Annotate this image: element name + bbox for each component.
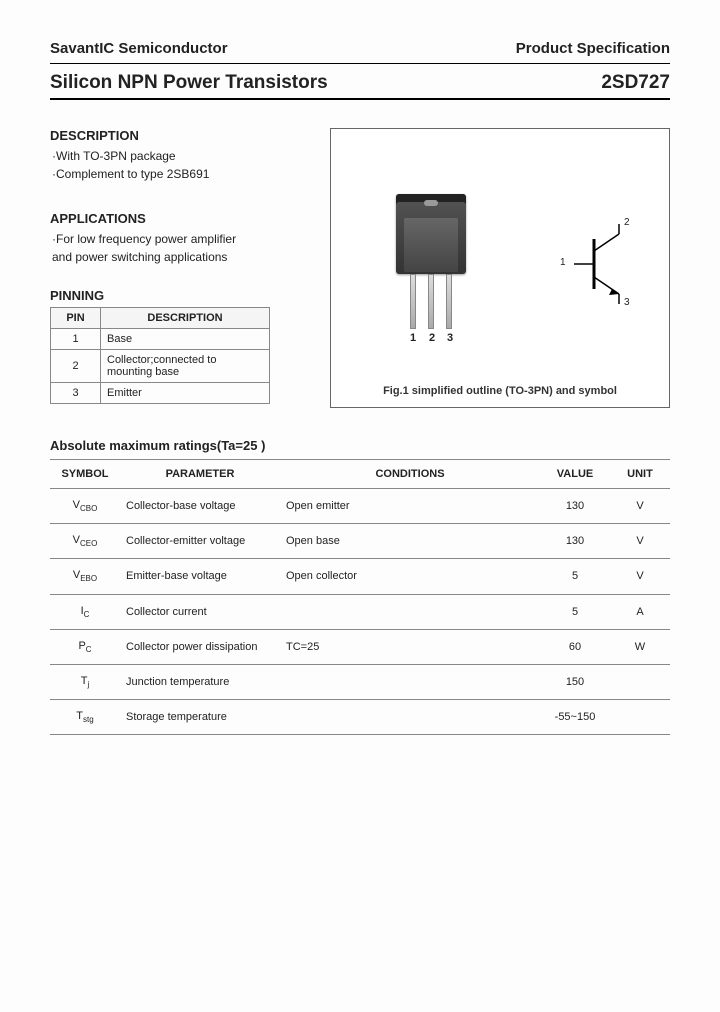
figure-box: 1 2 3 1 2 3 Fig.1 simplified outline ( <box>330 128 670 408</box>
table-row: VCBOCollector-base voltageOpen emitter13… <box>50 489 670 524</box>
table-row: VCEOCollector-emitter voltageOpen base13… <box>50 524 670 559</box>
header-row: SavantIC Semiconductor Product Specifica… <box>50 40 670 57</box>
doc-type: Product Specification <box>516 40 670 57</box>
lead-label-2: 2 <box>429 332 435 344</box>
description-line-1: ·With TO-3PN package <box>50 147 310 165</box>
rating-symbol: Tj <box>50 664 120 699</box>
rating-symbol: VCBO <box>50 489 120 524</box>
upper-section: DESCRIPTION ·With TO-3PN package ·Comple… <box>50 100 670 408</box>
rating-parameter: Collector-emitter voltage <box>120 524 280 559</box>
rule-thin-top <box>50 63 670 64</box>
rating-value: 5 <box>540 559 610 594</box>
description-line-2: ·Complement to type 2SB691 <box>50 165 310 183</box>
table-row: ICCollector current 5A <box>50 594 670 629</box>
lead-label-3: 3 <box>447 332 453 344</box>
rating-value: 130 <box>540 524 610 559</box>
table-row: PIN DESCRIPTION <box>51 308 270 329</box>
rating-conditions <box>280 700 540 735</box>
pin-col-header: PIN <box>51 308 101 329</box>
rating-symbol: VEBO <box>50 559 120 594</box>
rating-parameter: Collector-base voltage <box>120 489 280 524</box>
rating-conditions <box>280 664 540 699</box>
rating-parameter: Collector power dissipation <box>120 629 280 664</box>
table-row: TstgStorage temperature -55~150 <box>50 700 670 735</box>
rating-symbol: PC <box>50 629 120 664</box>
package-face <box>404 218 458 272</box>
rating-value: -55~150 <box>540 700 610 735</box>
rating-parameter: Collector current <box>120 594 280 629</box>
table-row: 1 Base <box>51 329 270 350</box>
rating-conditions: Open collector <box>280 559 540 594</box>
rating-value: 150 <box>540 664 610 699</box>
rating-conditions: Open emitter <box>280 489 540 524</box>
company-name: SavantIC Semiconductor <box>50 40 228 57</box>
rating-unit: V <box>610 489 670 524</box>
rating-unit: V <box>610 559 670 594</box>
transistor-symbol-icon <box>564 219 644 309</box>
col-unit: UNIT <box>610 460 670 489</box>
rating-symbol: VCEO <box>50 524 120 559</box>
rating-value: 60 <box>540 629 610 664</box>
table-row: 3 Emitter <box>51 383 270 404</box>
part-number: 2SD727 <box>601 72 670 94</box>
col-value: VALUE <box>540 460 610 489</box>
symbol-label-collector: 2 <box>624 217 630 228</box>
pin-cell: 2 <box>51 350 101 383</box>
lead-2 <box>428 274 434 329</box>
col-parameter: PARAMETER <box>120 460 280 489</box>
rating-parameter: Emitter-base voltage <box>120 559 280 594</box>
page-title: Silicon NPN Power Transistors <box>50 72 328 94</box>
col-symbol: SYMBOL <box>50 460 120 489</box>
mounting-hole <box>424 200 438 206</box>
package-drawing: 1 2 3 <box>386 184 476 334</box>
lead-1 <box>410 274 416 329</box>
applications-heading: APPLICATIONS <box>50 211 310 226</box>
col-conditions: CONDITIONS <box>280 460 540 489</box>
rating-value: 130 <box>540 489 610 524</box>
rating-unit <box>610 664 670 699</box>
table-row: TjJunction temperature 150 <box>50 664 670 699</box>
table-row: VEBOEmitter-base voltageOpen collector5V <box>50 559 670 594</box>
title-row: Silicon NPN Power Transistors 2SD727 <box>50 72 670 94</box>
rating-parameter: Storage temperature <box>120 700 280 735</box>
rating-symbol: IC <box>50 594 120 629</box>
description-heading: DESCRIPTION <box>50 128 310 143</box>
pinning-heading: PINNING <box>50 288 310 303</box>
rating-unit <box>610 700 670 735</box>
rating-parameter: Junction temperature <box>120 664 280 699</box>
table-row: 2 Collector;connected to mounting base <box>51 350 270 383</box>
symbol-label-base: 1 <box>560 257 566 268</box>
rating-unit: W <box>610 629 670 664</box>
symbol-label-emitter: 3 <box>624 297 630 308</box>
lead-3 <box>446 274 452 329</box>
table-row: SYMBOL PARAMETER CONDITIONS VALUE UNIT <box>50 460 670 489</box>
package-body <box>396 194 466 274</box>
pin-desc-cell: Collector;connected to mounting base <box>101 350 270 383</box>
schematic-symbol: 1 2 3 <box>564 219 644 309</box>
pin-cell: 3 <box>51 383 101 404</box>
rating-symbol: Tstg <box>50 700 120 735</box>
datasheet-page: SavantIC Semiconductor Product Specifica… <box>0 0 720 785</box>
table-row: PCCollector power dissipationTC=25 60W <box>50 629 670 664</box>
applications-line-2: and power switching applications <box>50 248 310 266</box>
pin-desc-cell: Emitter <box>101 383 270 404</box>
rating-value: 5 <box>540 594 610 629</box>
rating-conditions: TC=25 <box>280 629 540 664</box>
desc-col-header: DESCRIPTION <box>101 308 270 329</box>
lead-label-1: 1 <box>410 332 416 344</box>
rating-unit: V <box>610 524 670 559</box>
pin-cell: 1 <box>51 329 101 350</box>
rating-conditions: Open base <box>280 524 540 559</box>
left-column: DESCRIPTION ·With TO-3PN package ·Comple… <box>50 100 310 404</box>
ratings-heading: Absolute maximum ratings(Ta=25 ) <box>50 438 670 453</box>
figure-caption: Fig.1 simplified outline (TO-3PN) and sy… <box>331 385 669 397</box>
rating-conditions <box>280 594 540 629</box>
rating-unit: A <box>610 594 670 629</box>
pin-desc-cell: Base <box>101 329 270 350</box>
applications-line-1: ·For low frequency power amplifier <box>50 230 310 248</box>
ratings-table: SYMBOL PARAMETER CONDITIONS VALUE UNIT V… <box>50 459 670 735</box>
pinning-table: PIN DESCRIPTION 1 Base 2 Collector;conne… <box>50 307 270 404</box>
